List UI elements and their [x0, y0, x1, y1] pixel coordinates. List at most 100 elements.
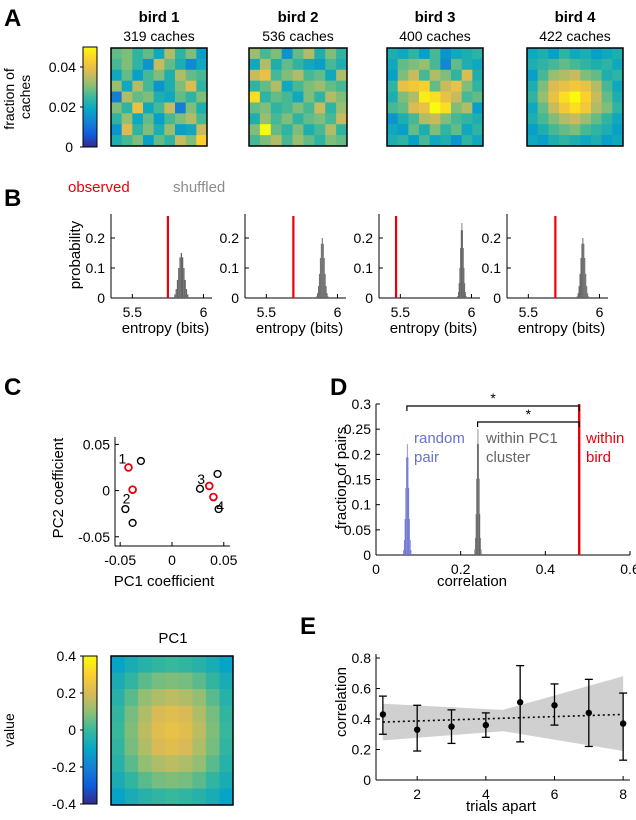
y-tick-label: 0.1 [482, 260, 502, 276]
heatmap-cell [472, 48, 484, 60]
heatmap-cell [281, 124, 294, 136]
x-axis-label: entropy (bits) [390, 320, 478, 337]
data-point [551, 702, 558, 709]
heatmap-cell [292, 135, 304, 147]
e-xlabel: trials apart [466, 798, 537, 815]
random-pair-bar [403, 540, 405, 555]
heatmap-cell [185, 102, 197, 114]
heatmap-cell [259, 48, 272, 60]
heatmap-cell [527, 58, 539, 71]
within-cluster-bar [474, 549, 476, 555]
random-pair-bar [407, 457, 409, 555]
heatmap-cell [527, 48, 539, 60]
shuffled-bar [181, 257, 184, 298]
colorbar-a [82, 46, 98, 148]
legend-observed: observed [68, 179, 130, 196]
heatmap-cell [249, 48, 261, 60]
heatmap-cell [303, 102, 315, 114]
data-point [379, 711, 387, 718]
heatmap-cell [164, 80, 176, 93]
heatmap-cell [451, 48, 463, 60]
heatmap-cell [548, 113, 560, 125]
point-label: 2 [123, 491, 131, 507]
x-tick-label: 0.05 [210, 552, 237, 568]
heatmap-cell [591, 58, 603, 71]
within-cluster-bar [478, 478, 480, 555]
y-tick-label: 0 [97, 290, 105, 306]
colorbar-a-tick-label: 0.04 [49, 59, 76, 75]
series-label-within-bird: within [585, 430, 624, 447]
x-axis-label: entropy (bits) [256, 320, 344, 337]
heatmap-cell [303, 124, 315, 136]
heatmap-cell [387, 91, 399, 103]
heatmap-cell [124, 689, 139, 707]
shuffled-bar [187, 294, 189, 298]
heatmap-cell [601, 58, 613, 71]
heatmap-cell [408, 80, 420, 93]
shuffled-bar [325, 286, 327, 298]
heatmap-cell [270, 91, 283, 103]
random-pair-bar [408, 487, 410, 555]
heatmap-cell [612, 135, 624, 147]
heatmap-subtitle: 400 caches [399, 28, 471, 44]
heatmap-cell [259, 113, 272, 125]
heatmap-cell [559, 113, 571, 125]
heatmap-cell [111, 771, 126, 789]
heatmap-cell [569, 102, 581, 114]
panel-b: B observed shuffled probability 0 0.1 0.2 5… [4, 179, 608, 337]
significance-bracket [477, 421, 580, 427]
heatmap-cell [591, 102, 603, 114]
heatmap-cell [259, 58, 272, 71]
heatmap-cell [591, 113, 603, 125]
heatmap-cell [281, 102, 294, 114]
heatmap-cell [270, 48, 283, 60]
heatmap-cell [419, 124, 431, 136]
x-tick-label: 0.4 [536, 561, 556, 577]
heatmap-cell [111, 48, 123, 60]
heatmap-cell [451, 58, 463, 71]
shuffled-bar [584, 257, 586, 298]
x-tick-label: 0 [168, 552, 176, 568]
colorbar-pc1-tick-label: 0 [68, 722, 76, 738]
data-point [619, 720, 627, 727]
heatmap-cell [259, 69, 272, 82]
heatmap-cell [387, 135, 399, 147]
series-label-random: pair [414, 449, 439, 466]
heatmap-cell [461, 91, 473, 103]
pc1-heatmap [110, 655, 234, 806]
heatmap-cell [440, 91, 452, 103]
heatmap-cell [259, 102, 272, 114]
heatmap-cell [580, 58, 592, 71]
y-tick-label: 0.3 [352, 396, 372, 412]
heatmap-cell [165, 722, 180, 740]
heatmap-cell [205, 755, 220, 773]
heatmap-cell [314, 69, 326, 82]
heatmap-cell [249, 80, 261, 93]
heatmap-cell [429, 113, 441, 125]
shuffled-bar [580, 257, 582, 298]
highlighted-point [128, 485, 137, 494]
heatmap-cell [612, 69, 624, 82]
random-pair-bar [406, 457, 407, 555]
heatmap-cell [121, 113, 133, 125]
heatmap-cell [270, 124, 283, 136]
shuffled-bar [176, 279, 179, 298]
shuffled-bar [576, 296, 578, 298]
heatmap-cell [429, 69, 441, 82]
heatmap-cell [397, 58, 409, 71]
colorbar-pc1-tick-label: 0.2 [57, 685, 77, 701]
heatmap-cell [548, 48, 560, 60]
heatmap-cell [151, 771, 166, 789]
heatmap-cell [196, 102, 208, 114]
heatmap-cell [132, 69, 144, 82]
x-axis-label: entropy (bits) [518, 320, 606, 337]
heatmap-cell [325, 69, 337, 82]
heatmap-cell [548, 69, 560, 82]
series-label-within-pc1: cluster [486, 449, 530, 466]
heatmap-cell [559, 58, 571, 71]
heatmap-cell [192, 689, 207, 707]
heatmap-cell [151, 656, 166, 674]
colorbar-pc1-ticks: 0.4 0.2 0 -0.2 -0.4 [52, 648, 83, 812]
heatmap-cell [325, 48, 337, 60]
